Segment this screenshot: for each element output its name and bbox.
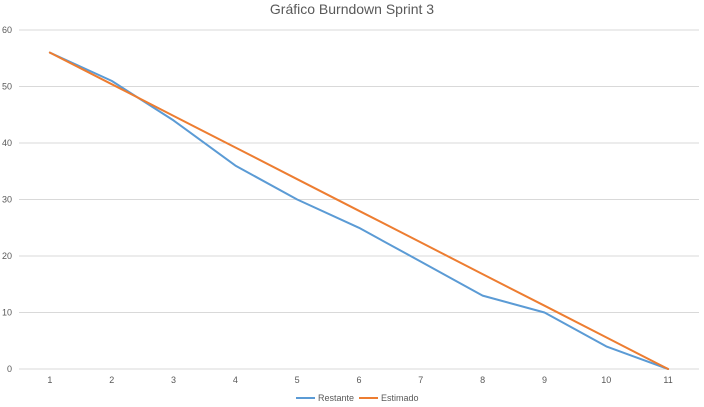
series-lines [48,51,670,370]
legend-label-restante: Restante [318,393,354,403]
x-tick-label-4: 4 [233,375,238,385]
x-tick-label-7: 7 [418,375,423,385]
series-line-restante [48,51,670,370]
x-tick-label-2: 2 [109,375,114,385]
y-tick-label-50: 50 [2,82,12,92]
y-tick-label-40: 40 [2,138,12,148]
x-tick-label-10: 10 [601,375,611,385]
x-tick-label-1: 1 [47,375,52,385]
y-tick-label-0: 0 [7,364,12,374]
chart-title: Gráfico Burndown Sprint 3 [270,1,434,17]
y-tick-label-20: 20 [2,251,12,261]
y-axis-tick-labels: 0 10 20 30 40 50 60 [2,25,12,374]
x-tick-label-3: 3 [171,375,176,385]
x-tick-label-11: 11 [663,375,672,385]
y-tick-label-30: 30 [2,195,12,205]
x-tick-label-9: 9 [542,375,547,385]
y-tick-label-60: 60 [2,25,12,35]
gridlines [19,29,699,370]
y-tick-label-10: 10 [2,308,12,318]
x-axis-tick-labels: 1 2 3 4 5 6 7 8 9 10 11 [47,375,672,385]
x-tick-label-6: 6 [356,375,361,385]
x-tick-label-8: 8 [480,375,485,385]
legend-label-estimado: Estimado [381,393,419,403]
x-tick-label-5: 5 [295,375,300,385]
legend: Restante Estimado [296,393,419,403]
series-line-estimado [48,51,670,370]
